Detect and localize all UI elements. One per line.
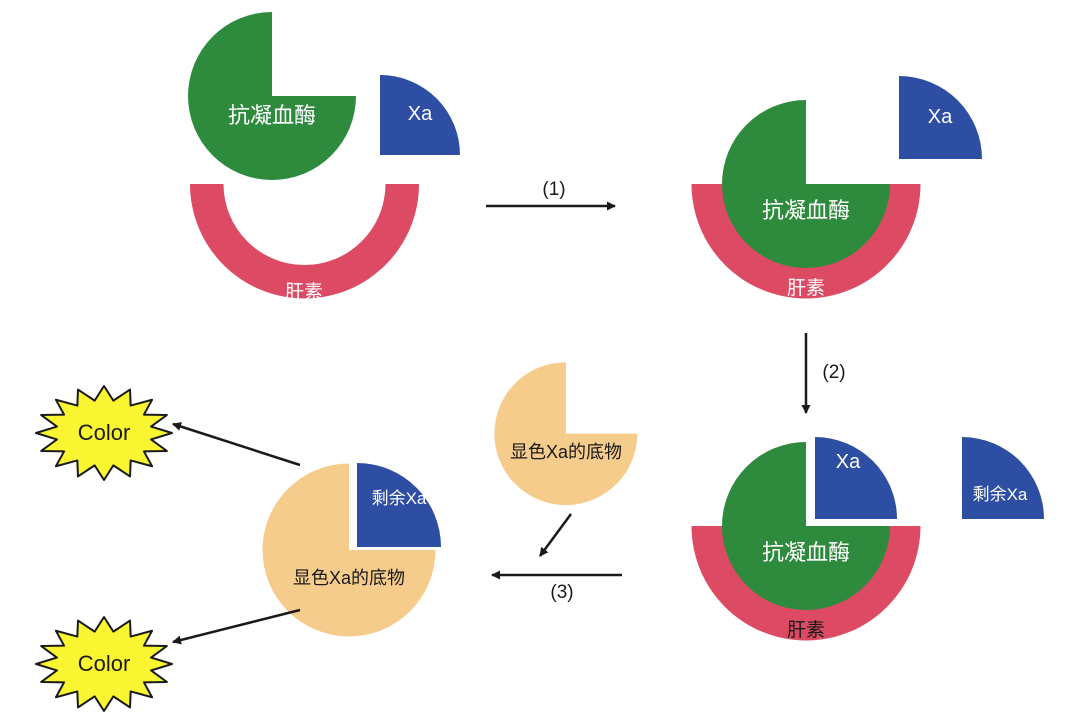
svg-text:抗凝血酶: 抗凝血酶 <box>762 540 850 565</box>
svg-text:肝素: 肝素 <box>787 619 825 641</box>
svg-text:Xa: Xa <box>928 106 953 128</box>
svg-text:剩余Xa: 剩余Xa <box>973 485 1028 504</box>
svg-text:肝素: 肝素 <box>285 281 323 303</box>
svg-text:Xa: Xa <box>408 103 433 125</box>
svg-text:显色Xa的底物: 显色Xa的底物 <box>510 442 622 462</box>
svg-text:显色Xa的底物: 显色Xa的底物 <box>293 568 405 588</box>
svg-text:(2): (2) <box>822 362 845 383</box>
svg-text:抗凝血酶: 抗凝血酶 <box>762 198 850 223</box>
svg-text:肝素: 肝素 <box>787 277 825 299</box>
svg-text:剩余Xa: 剩余Xa <box>372 489 427 508</box>
svg-text:(1): (1) <box>542 179 565 200</box>
svg-text:Color: Color <box>78 420 131 445</box>
svg-text:Color: Color <box>78 651 131 676</box>
svg-text:抗凝血酶: 抗凝血酶 <box>228 103 316 128</box>
svg-text:Xa: Xa <box>836 451 861 473</box>
svg-text:(3): (3) <box>550 582 573 603</box>
